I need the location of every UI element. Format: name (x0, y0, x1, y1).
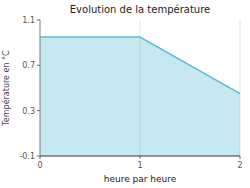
y-tick-label: -0.1 (19, 152, 35, 161)
x-axis-label: heure par heure (104, 174, 177, 184)
y-tick (37, 156, 40, 157)
x-tick-label: 0 (37, 161, 42, 170)
line (40, 37, 240, 94)
x-tick-label: 1 (137, 161, 142, 170)
y-axis (40, 20, 41, 156)
title: Evolution de la température (70, 4, 210, 15)
x-tick-label: 2 (237, 161, 242, 170)
x-tick (240, 156, 241, 159)
y-tick (37, 110, 40, 111)
y-tick (37, 20, 40, 21)
chart-container: 0 1 2 -0.1 0.3 0.7 1.1 Evolution de la températ… (0, 0, 250, 188)
plot-area (40, 37, 240, 156)
y-tick (37, 65, 40, 66)
y-tick-label: 1.1 (22, 16, 35, 25)
area (40, 37, 240, 156)
x-tick (140, 156, 141, 159)
chart: 0 1 2 -0.1 0.3 0.7 1.1 Evolution de la températ… (0, 0, 250, 188)
grid-line (40, 20, 41, 156)
y-axis-label: Température en °C (1, 50, 11, 127)
y-tick-label: 0.3 (22, 107, 35, 116)
y-tick-label: 0.7 (22, 61, 35, 70)
